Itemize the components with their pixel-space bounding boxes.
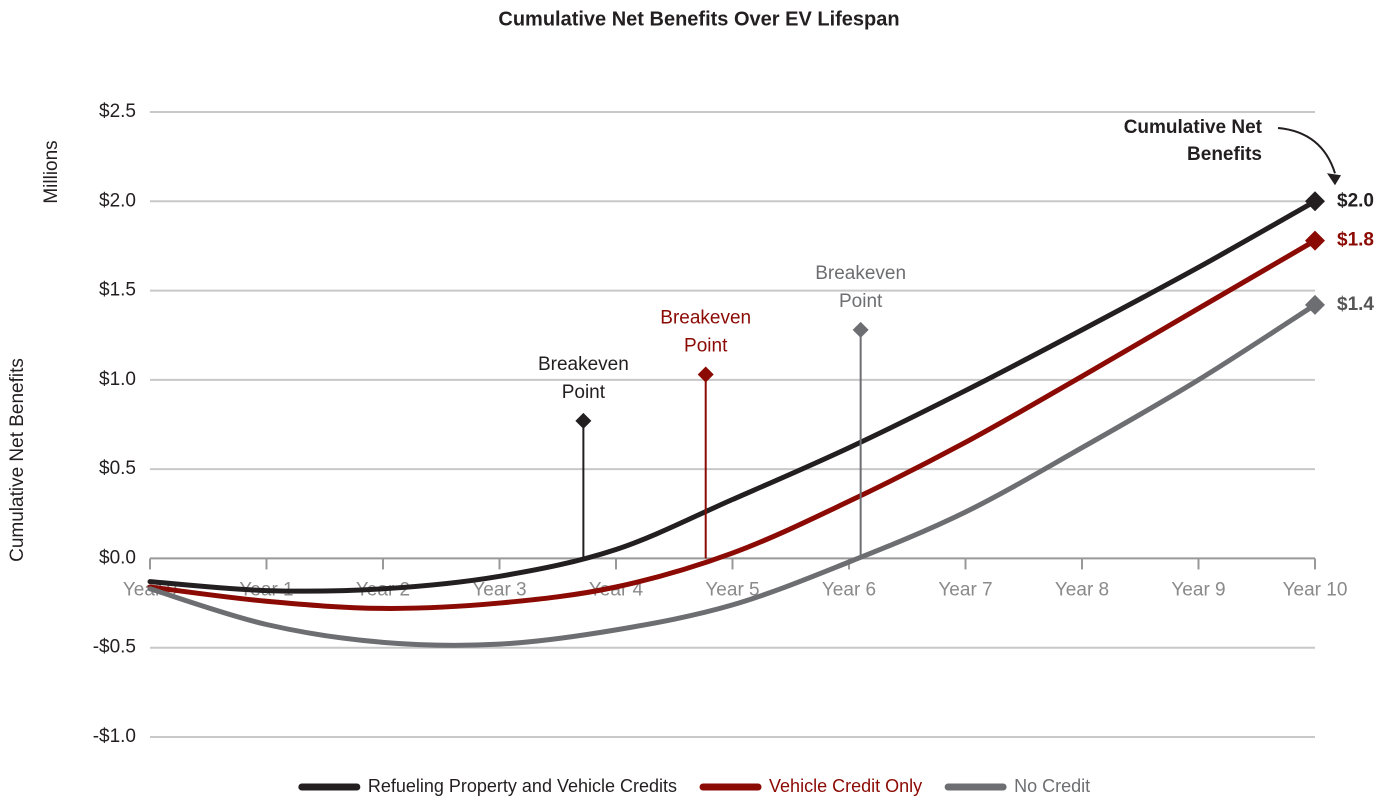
- breakeven-label: Point: [562, 382, 606, 403]
- y-tick-label: -$0.5: [93, 637, 136, 658]
- breakeven-marker: [697, 366, 714, 383]
- x-tick-label: Year 5: [705, 579, 759, 600]
- legend-label: No Credit: [1014, 776, 1090, 796]
- x-tick-label: Year 10: [1283, 579, 1348, 600]
- annotation-arrow: [1277, 127, 1336, 174]
- annotation-arrowhead: [1327, 173, 1341, 186]
- annotation: Cumulative Net: [1124, 117, 1263, 138]
- end-marker: [1305, 294, 1325, 315]
- y-axis-label: Cumulative Net Benefits: [7, 358, 28, 562]
- breakeven-label: Point: [684, 336, 728, 357]
- end-label: $2.0: [1337, 190, 1374, 211]
- y-tick-label: -$1.0: [93, 726, 136, 747]
- legend-label: Refueling Property and Vehicle Credits: [368, 776, 677, 796]
- x-tick-label: Year 7: [938, 579, 992, 600]
- end-marker: [1305, 230, 1325, 251]
- breakeven-label: Breakeven: [815, 263, 906, 284]
- series-line: [147, 302, 1318, 648]
- legend-label: Vehicle Credit Only: [769, 776, 922, 796]
- breakeven-label: Point: [839, 291, 883, 312]
- y-tick-label: $2.0: [99, 190, 136, 211]
- breakeven-marker: [575, 412, 592, 429]
- end-label: $1.8: [1337, 230, 1374, 251]
- annotation: Benefits: [1187, 144, 1262, 165]
- y-tick-label: $1.5: [99, 280, 136, 301]
- x-tick-label: Year 8: [1055, 579, 1109, 600]
- y-tick-label: $0.5: [99, 458, 136, 479]
- breakeven-marker: [852, 321, 869, 338]
- breakeven-label: Breakeven: [538, 354, 629, 375]
- y-tick-label: $1.0: [99, 369, 136, 390]
- x-tick-label: Year 3: [472, 579, 526, 600]
- chart-title: Cumulative Net Benefits Over EV Lifespan: [498, 8, 899, 30]
- series-line: [147, 238, 1318, 611]
- end-marker: [1305, 191, 1325, 212]
- x-tick-label: Year 6: [822, 579, 876, 600]
- breakeven-label: Breakeven: [660, 308, 751, 329]
- y-unit-label: Millions: [41, 140, 62, 203]
- y-tick-label: $2.5: [99, 101, 136, 122]
- end-label: $1.4: [1337, 294, 1374, 315]
- y-tick-label: $0.0: [99, 547, 136, 568]
- x-tick-label: Year 9: [1171, 579, 1225, 600]
- series-line: [147, 198, 1318, 594]
